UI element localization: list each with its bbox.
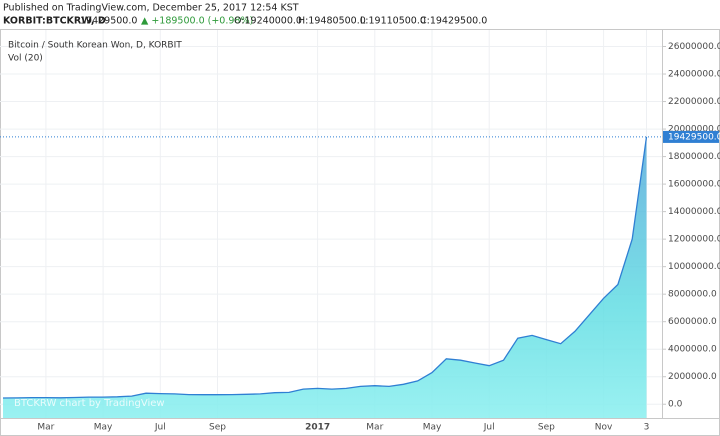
last-price-label: 19429500.0 [668,132,720,142]
chart-title: Bitcoin / South Korean Won, D, KORBIT [8,41,182,51]
y-tick-label: 18000000.0 [668,152,720,162]
last-price-box [663,130,719,143]
x-tick-label: 3 [644,423,650,433]
low: L:19110500.0 [360,16,426,27]
y-tick-label: 14000000.0 [668,207,720,217]
watermark: BTCKRW chart by TradingView [14,398,165,409]
y-tick-label: 22000000.0 [668,97,720,107]
x-tick-label: Mar [37,423,54,433]
x-tick-label: May [94,423,113,433]
close: C:19429500.0 [420,16,487,27]
x-tick-label: Sep [209,423,226,433]
y-tick-label: 20000000.0 [668,125,720,135]
price-line [2,136,648,399]
x-tick-label: Sep [538,423,555,433]
x-tick-label: Nov [595,423,613,433]
y-tick-label: 26000000.0 [668,42,720,52]
y-tick-label: 4000000.0 [668,345,717,355]
published: Published on TradingView.com, December 2… [3,3,299,14]
y-tick-label: 6000000.0 [668,317,717,327]
x-tick-label: Mar [366,423,383,433]
area [3,136,647,418]
x-tick-label: 2017 [305,423,330,433]
x-tick-label: Jul [154,423,166,433]
y-tick-label: 10000000.0 [668,262,720,272]
y-tick-label: 16000000.0 [668,180,720,190]
high: H:19480500.0 [298,16,366,27]
change: ▲ +189500.0 (+0.98%) [141,16,253,27]
x-tick-label: May [423,423,442,433]
y-tick-label: 8000000.0 [668,290,717,300]
y-tick-label: 12000000.0 [668,235,720,245]
symbol: KORBIT:BTCKRW, D [3,16,106,27]
y-tick-label: 0.0 [668,400,683,410]
y-tick-label: 24000000.0 [668,70,720,80]
vol-label: Vol (20) [8,54,43,64]
last: 19429500.0 [80,16,137,27]
y-tick-label: 2000000.0 [668,372,717,382]
open: O:19240000.0 [234,16,302,27]
x-tick-label: Jul [483,423,495,433]
